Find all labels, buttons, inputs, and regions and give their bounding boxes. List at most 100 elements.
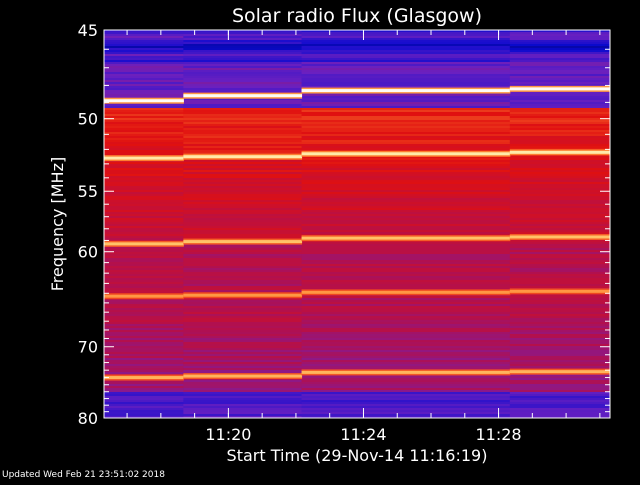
heatmap-row bbox=[301, 252, 511, 255]
heatmap-row bbox=[183, 380, 303, 383]
heatmap-row bbox=[301, 336, 511, 339]
heatmap-row bbox=[104, 346, 184, 349]
heatmap-row bbox=[183, 248, 303, 251]
chart-title: Solar radio Flux (Glasgow) bbox=[232, 5, 482, 27]
heatmap-row bbox=[183, 312, 303, 315]
emission-line-strongest-core bbox=[509, 87, 610, 91]
emission-line-second-core bbox=[301, 152, 511, 156]
heatmap-row bbox=[301, 304, 511, 307]
heatmap-row bbox=[183, 330, 303, 333]
heatmap-row bbox=[301, 306, 511, 309]
heatmap-row bbox=[301, 296, 511, 299]
emission-line-strongest-core bbox=[301, 89, 511, 93]
heatmap-row bbox=[509, 222, 610, 225]
heatmap-row bbox=[301, 174, 511, 177]
heatmap-row bbox=[301, 324, 511, 327]
heatmap-row bbox=[301, 74, 511, 77]
heatmap-row bbox=[183, 290, 303, 293]
heatmap-row bbox=[183, 200, 303, 203]
heatmap-row bbox=[509, 402, 610, 405]
heatmap-row bbox=[301, 346, 511, 349]
heatmap-row bbox=[104, 62, 184, 65]
heatmap-row bbox=[301, 232, 511, 235]
heatmap-row bbox=[301, 308, 511, 311]
heatmap-row bbox=[301, 382, 511, 385]
heatmap-row bbox=[183, 164, 303, 167]
heatmap-row bbox=[104, 168, 184, 171]
heatmap-row bbox=[183, 66, 303, 69]
heatmap-row bbox=[509, 60, 610, 63]
heatmap-row bbox=[183, 82, 303, 85]
heatmap-row bbox=[301, 138, 511, 141]
heatmap-row bbox=[301, 392, 511, 395]
heatmap-row bbox=[104, 388, 184, 391]
heatmap-row bbox=[183, 244, 303, 247]
heatmap-row bbox=[183, 274, 303, 277]
heatmap-row bbox=[104, 386, 184, 389]
heatmap-row bbox=[509, 280, 610, 283]
heatmap-row bbox=[183, 34, 303, 37]
heatmap-row bbox=[509, 134, 610, 137]
heatmap-row bbox=[183, 398, 303, 401]
heatmap-row bbox=[509, 246, 610, 249]
heatmap-row bbox=[301, 34, 511, 37]
heatmap-row bbox=[183, 116, 303, 119]
heatmap-row bbox=[509, 278, 610, 281]
heatmap-row bbox=[104, 366, 184, 369]
heatmap-row bbox=[301, 216, 511, 219]
heatmap-row bbox=[301, 118, 511, 121]
heatmap-row bbox=[183, 306, 303, 309]
heatmap-row bbox=[183, 320, 303, 323]
heatmap-row bbox=[301, 126, 511, 129]
heatmap-row bbox=[509, 318, 610, 321]
heatmap-row bbox=[301, 196, 511, 199]
heatmap-row bbox=[301, 406, 511, 409]
heatmap-row bbox=[104, 94, 184, 97]
heatmap-row bbox=[183, 368, 303, 371]
heatmap-row bbox=[183, 210, 303, 213]
heatmap-row bbox=[509, 270, 610, 273]
x-axis: 11:20 11:24 11:28 bbox=[126, 30, 601, 444]
heatmap-row bbox=[183, 220, 303, 223]
heatmap-row bbox=[183, 360, 303, 363]
heatmap-row bbox=[183, 250, 303, 253]
heatmap-row bbox=[104, 104, 184, 107]
y-axis-label: Frequency [MHz] bbox=[48, 157, 67, 291]
heatmap-row bbox=[183, 184, 303, 187]
heatmap-row bbox=[104, 174, 184, 177]
heatmap-row bbox=[104, 114, 184, 117]
heatmap-row bbox=[104, 288, 184, 291]
heatmap-row bbox=[301, 82, 511, 85]
heatmap-row bbox=[183, 110, 303, 113]
heatmap-row bbox=[509, 118, 610, 121]
heatmap-row bbox=[509, 392, 610, 395]
heatmap-row bbox=[183, 264, 303, 267]
heatmap-row bbox=[104, 172, 184, 175]
heatmap-row bbox=[183, 122, 303, 125]
heatmap-row bbox=[183, 236, 303, 239]
heatmap-row bbox=[301, 188, 511, 191]
heatmap-row bbox=[183, 212, 303, 215]
heatmap-row bbox=[183, 308, 303, 311]
heatmap-row bbox=[183, 134, 303, 137]
heatmap-row bbox=[104, 262, 184, 265]
heatmap-row bbox=[104, 280, 184, 283]
heatmap-row bbox=[183, 402, 303, 405]
heatmap-row bbox=[183, 44, 303, 47]
heatmap-row bbox=[104, 326, 184, 329]
heatmap-row bbox=[509, 114, 610, 117]
heatmap-row bbox=[509, 194, 610, 197]
heatmap-row bbox=[509, 220, 610, 223]
heatmap-row bbox=[183, 206, 303, 209]
heatmap-row bbox=[104, 370, 184, 373]
heatmap-row bbox=[104, 354, 184, 357]
heatmap-row bbox=[509, 54, 610, 57]
heatmap-row bbox=[104, 96, 184, 99]
heatmap-row bbox=[509, 104, 610, 107]
heatmap-row bbox=[104, 190, 184, 193]
heatmap-row bbox=[183, 98, 303, 101]
heatmap-row bbox=[509, 210, 610, 213]
heatmap-row bbox=[301, 414, 511, 417]
heatmap-row bbox=[104, 68, 184, 71]
heatmap-row bbox=[509, 350, 610, 353]
